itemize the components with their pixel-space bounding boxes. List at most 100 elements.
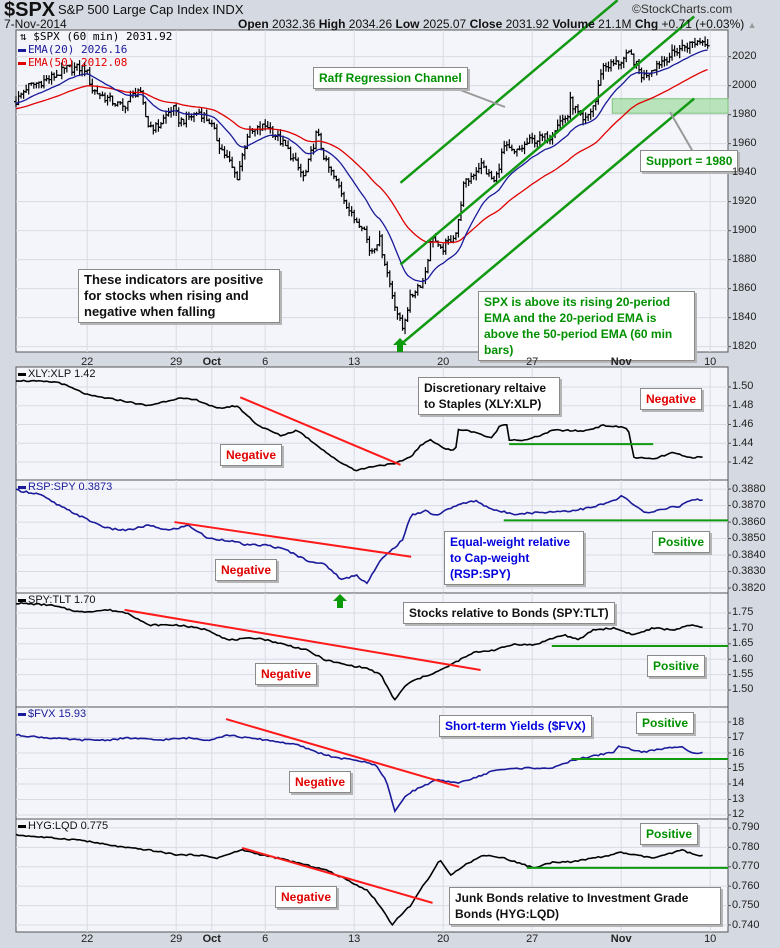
rspspy-series-line	[15, 488, 703, 585]
x-tick-label: 6	[262, 356, 269, 368]
spytlt-series-line	[15, 601, 703, 701]
hyglqd-legend: HYG:LQD 0.775	[18, 820, 108, 832]
ema20-line	[15, 49, 708, 283]
y-tick-label: 1.75	[732, 606, 754, 619]
y-tick-label: 0.3870	[732, 499, 766, 512]
xlyxlp-title-text: Discretionary reltaive to Staples (XLY:X…	[424, 381, 547, 411]
y-tick-label: 1940	[732, 166, 757, 179]
rspspy-legend: RSP:SPY 0.3873	[18, 481, 112, 493]
spytlt-legend: SPY:TLT 1.70	[18, 594, 95, 606]
xlyxlp-status-right: Negative	[640, 388, 703, 410]
y-tick-label: 0.3840	[732, 548, 766, 561]
hyglqd-status-left: Negative	[275, 886, 338, 908]
xlyxlp-status-left: Negative	[220, 444, 283, 466]
hyglqd-title-text: Junk Bonds relative to Investment Grade …	[455, 891, 689, 921]
fvx-title: Short-term Yields ($FVX)	[439, 715, 592, 737]
y-tick-label: 16	[732, 746, 745, 759]
hyglqd-status-right: Positive	[640, 823, 699, 845]
x-tick-label: Oct	[202, 356, 221, 368]
channel-upper-line	[399, 0, 619, 184]
legend-swatch	[18, 598, 26, 602]
spytlt-status-left: Negative	[255, 663, 318, 685]
y-tick-label: 1980	[732, 108, 757, 121]
low-value: 2025.07	[422, 17, 467, 31]
hyglqd-trendline	[241, 846, 433, 904]
spytlt-legend-text: SPY:TLT 1.70	[28, 594, 96, 606]
y-tick-label: 2000	[732, 79, 757, 92]
legend-swatch	[18, 712, 26, 716]
open-value: 2032.36	[272, 17, 316, 31]
spytlt-title: Stocks relative to Bonds (SPY:TLT)	[403, 602, 615, 624]
y-tick-label: 1920	[732, 195, 757, 208]
support-callout: Support = 1980	[640, 150, 739, 172]
price-legend: ⇅ $SPX (60 min) 2031.92	[20, 31, 172, 43]
ohlc-summary: Open 2032.36 High 2034.26 Low 2025.07 Cl…	[238, 18, 757, 31]
channel-callout: Raff Regression Channel	[313, 67, 468, 89]
y-tick-label: 0.780	[732, 840, 760, 853]
y-tick-label: 14	[732, 777, 745, 790]
y-tick-label: 1.50	[732, 380, 754, 393]
spx-ema-note: SPX is above its rising 20-period EMA an…	[478, 291, 695, 361]
green-up-arrow-icon	[333, 594, 347, 608]
channel-callout-pointer	[454, 87, 506, 108]
y-tick-label: 13	[732, 792, 745, 805]
x-tick-label: 13	[348, 356, 361, 368]
y-tick-label: 0.760	[732, 879, 760, 892]
copyright[interactable]: ©StockCharts.com	[632, 2, 733, 16]
y-tick-label: 1840	[732, 311, 757, 324]
hyglqd-title: Junk Bonds relative to Investment Grade …	[449, 887, 721, 925]
y-tick-label: 1.60	[732, 652, 754, 665]
symbol: $SPX	[4, 0, 56, 21]
quote-date: 7-Nov-2014	[4, 17, 67, 31]
x-tick-label: 10	[704, 356, 717, 368]
ema50-line	[15, 68, 708, 244]
volume-label: Volume	[552, 17, 595, 31]
panel-xlyxlp	[15, 366, 729, 481]
ohlc-bar	[705, 39, 710, 49]
close-label: Close	[469, 17, 503, 31]
rspspy-legend-text: RSP:SPY 0.3873	[28, 481, 113, 493]
close-value: 2031.92	[505, 17, 549, 31]
x-tick-label: 29	[170, 356, 183, 368]
y-tick-label: 0.750	[732, 899, 760, 912]
hyglqd-legend-text: HYG:LQD 0.775	[28, 820, 109, 832]
xlyxlp-series-line	[15, 379, 703, 472]
volume-value: 21.1M	[598, 17, 632, 31]
y-tick-label: 0.3830	[732, 565, 766, 578]
y-tick-label: 1960	[732, 137, 757, 150]
y-tick-label: 1.44	[732, 436, 754, 449]
panel-hyglqd	[15, 818, 729, 933]
symbol-name: S&P 500 Large Cap Index INDX	[58, 2, 244, 17]
x-tick-label: Nov	[610, 356, 632, 368]
open-label: Open	[238, 17, 269, 31]
legend-swatch	[18, 485, 26, 489]
rspspy-trendline	[174, 521, 412, 558]
ema20-swatch	[18, 48, 26, 52]
y-tick-label: 2020	[732, 50, 757, 63]
y-tick-label: 1.65	[732, 637, 754, 650]
fvx-status-left: Negative	[289, 771, 352, 793]
y-tick-label: 1.46	[732, 417, 754, 430]
channel-middle-line	[399, 15, 695, 266]
fvx-legend: $FVX 15.93	[18, 708, 86, 720]
x-tick-label: 10	[704, 933, 717, 945]
y-tick-label: 1.50	[732, 683, 754, 696]
y-tick-label: 0.3860	[732, 515, 766, 528]
support-callout-pointer	[669, 111, 693, 151]
sort-arrows-icon[interactable]: ⇅	[20, 30, 27, 43]
rspspy-title-text: Equal-weight relative to Cap-weight (RSP…	[450, 535, 571, 581]
y-tick-label: 1.48	[732, 399, 754, 412]
xlyxlp-title: Discretionary reltaive to Staples (XLY:X…	[418, 377, 560, 415]
x-tick-label: 22	[81, 933, 94, 945]
y-tick-label: 1.70	[732, 621, 754, 634]
xlyxlp-legend: XLY:XLP 1.42	[18, 368, 95, 380]
channel-lower-line	[399, 97, 695, 346]
ema20-legend: EMA(20) 2026.16	[18, 44, 127, 56]
legend-swatch	[18, 824, 26, 828]
panel-fvx	[15, 706, 729, 820]
legend-swatch	[18, 372, 26, 376]
ema50-legend: EMA(50) 2012.08	[18, 57, 127, 69]
x-tick-label: 22	[81, 356, 94, 368]
y-tick-label: 1820	[732, 340, 757, 353]
